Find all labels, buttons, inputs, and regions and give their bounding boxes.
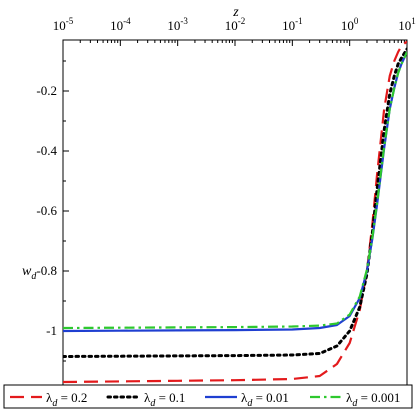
legend: λd = 0.2 λd = 0.1 λd = 0.01 λd = 0.001	[3, 384, 413, 409]
x-tick-label: 10-5	[53, 16, 74, 33]
x-tick-label: 10-3	[167, 16, 188, 33]
y-axis-label: wd	[22, 264, 37, 282]
x-tick-label: 100	[341, 16, 359, 33]
y-tick-label: -1	[46, 323, 57, 338]
y-tick-label: -0.4	[36, 143, 57, 158]
x-tick-label: 10-1	[282, 16, 303, 33]
plot-frame	[62, 39, 408, 386]
y-tick-label: -0.6	[36, 203, 57, 218]
series-layer	[63, 40, 407, 384]
series-line-4	[63, 51, 407, 330]
y-tick-label: -0.2	[36, 83, 57, 98]
x-tick-label: 10-4	[110, 16, 131, 33]
axis-ticks: 10-5 10-4 10-3 10-2 10-1 100 101 -1 -0.8 -0.6 -0.4…	[36, 16, 416, 362]
series-line-3	[63, 51, 407, 333]
series-line-2	[63, 47, 407, 358]
x-tick-label: 10-2	[225, 16, 246, 33]
series-line-1	[63, 40, 407, 384]
legend-label-4: λd = 0.001	[346, 390, 400, 409]
x-tick-label: 101	[398, 16, 416, 33]
x-axis-label: z	[232, 5, 239, 20]
legend-label-1: λd = 0.2	[46, 390, 87, 409]
y-tick-label: -0.8	[36, 263, 57, 278]
legend-label-2: λd = 0.1	[144, 390, 185, 409]
legend-label-3: λd = 0.01	[241, 390, 289, 409]
